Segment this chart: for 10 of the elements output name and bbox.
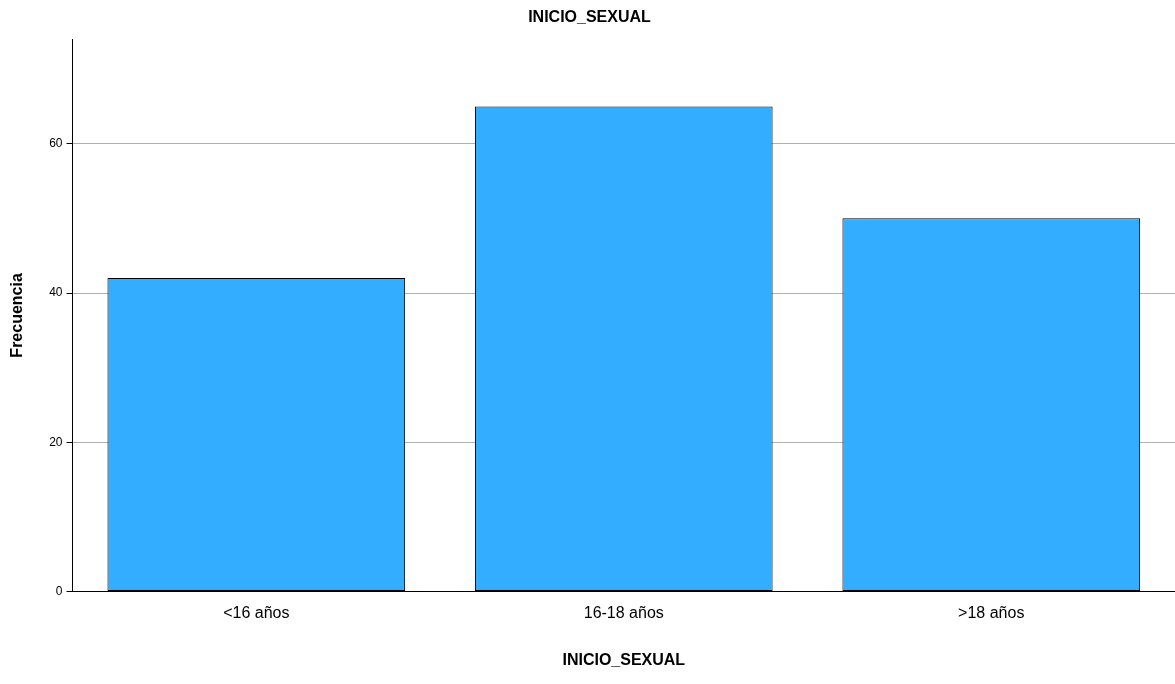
chart-title: INICIO_SEXUAL bbox=[528, 8, 652, 26]
x-tick-label: 16-18 años bbox=[583, 603, 664, 621]
x-tick-label: <16 años bbox=[223, 603, 290, 621]
y-tick-label: 20 bbox=[49, 434, 63, 449]
x-axis-title: INICIO_SEXUAL bbox=[562, 650, 686, 668]
y-tick-label: 0 bbox=[55, 583, 63, 598]
x-tick-label: >18 años bbox=[958, 603, 1025, 621]
y-tick-label: 40 bbox=[49, 285, 63, 300]
y-axis-title: Frecuencia bbox=[8, 273, 26, 358]
y-tick-label: 60 bbox=[49, 136, 63, 151]
